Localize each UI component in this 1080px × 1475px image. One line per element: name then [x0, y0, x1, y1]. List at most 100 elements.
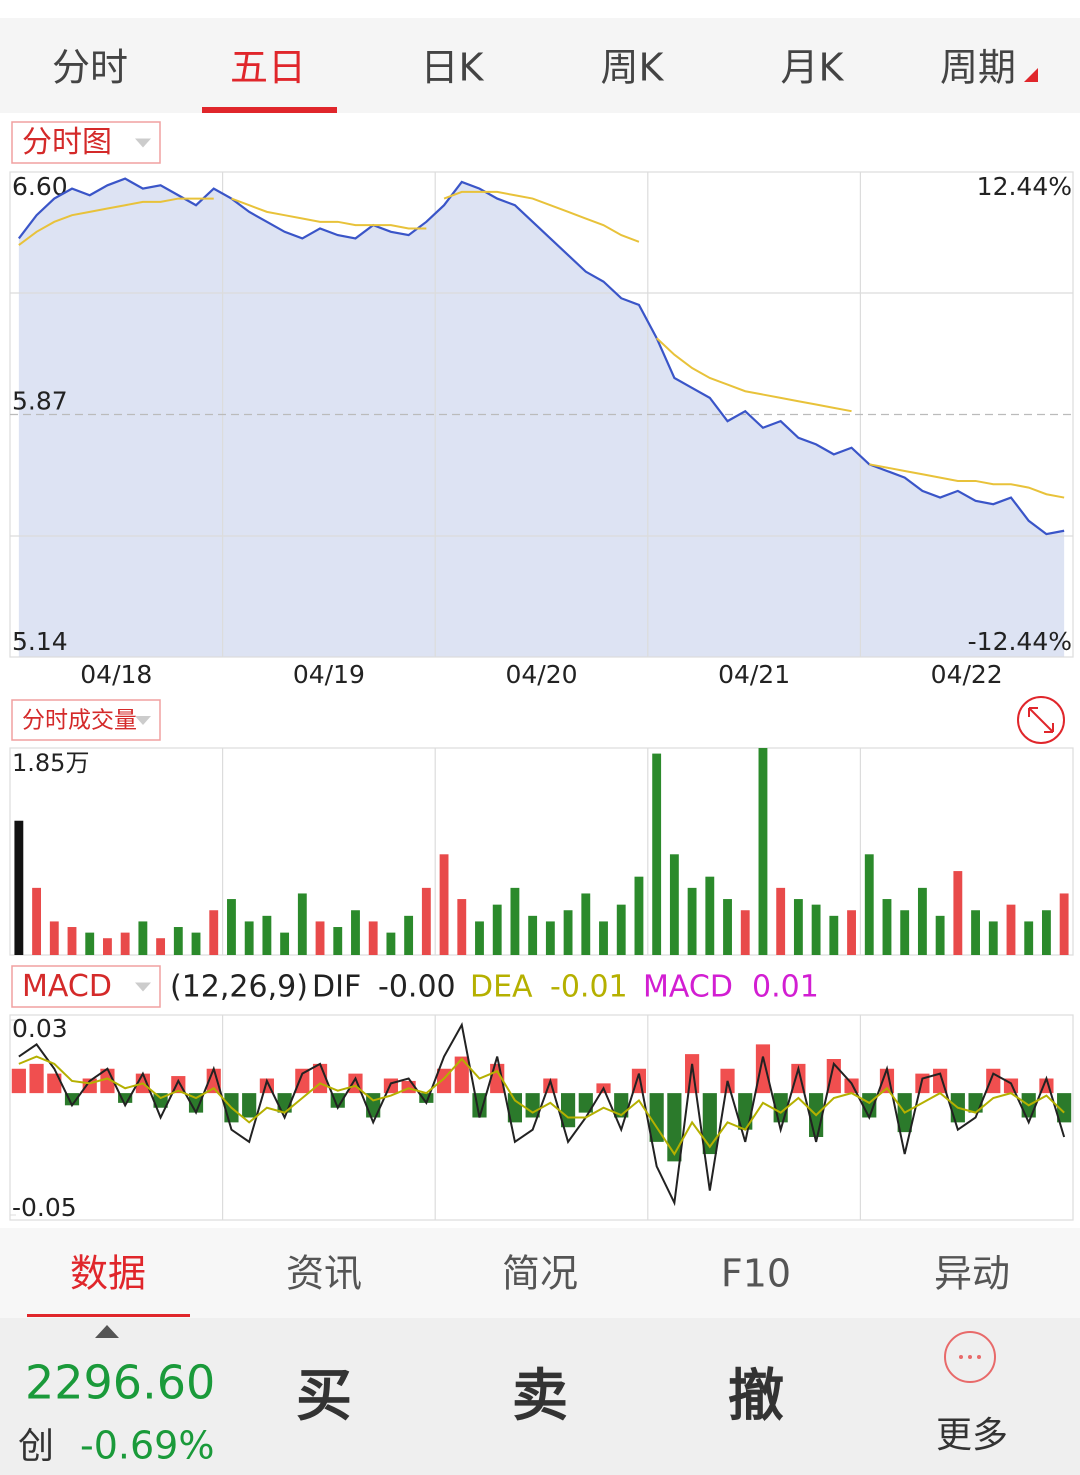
macd-line — [18, 1055, 1065, 1156]
date-label: 04/20 — [505, 660, 577, 689]
y2-tick-label: -12.44% — [968, 627, 1072, 656]
volume-bar — [49, 921, 59, 955]
volume-bar — [244, 921, 254, 955]
volume-bar — [935, 915, 945, 955]
macd-bar — [383, 1078, 398, 1094]
bottom-tab[interactable]: F10 — [721, 1252, 791, 1296]
volume-bar — [421, 887, 431, 955]
volume-bar — [386, 932, 396, 955]
dropdown-label: MACD — [22, 969, 112, 1004]
top-tab[interactable]: 五日 — [230, 46, 306, 90]
top-tab[interactable]: 分时 — [52, 46, 128, 90]
dropdown-arrow — [135, 716, 151, 725]
panel-frame — [9, 1014, 1074, 1221]
volume-bar — [776, 887, 786, 955]
volume-bar — [227, 899, 236, 955]
y2-tick-label: 12.44% — [977, 172, 1072, 201]
more-dot — [977, 1355, 981, 1359]
y-tick-label: 0.03 — [12, 1014, 68, 1043]
macd-bar — [507, 1093, 523, 1123]
expand-button[interactable] — [1017, 696, 1065, 744]
bottom-tab[interactable]: 数据 — [70, 1252, 146, 1296]
volume-bar — [616, 904, 626, 955]
trade-button[interactable]: 买 — [296, 1364, 352, 1429]
bottom-tab[interactable]: 异动 — [934, 1252, 1010, 1296]
average-line — [869, 463, 1065, 499]
collapse-arrow[interactable] — [95, 1325, 119, 1338]
volume-bar — [599, 921, 608, 955]
macd-bar — [11, 1068, 26, 1094]
volume-bar — [634, 876, 644, 955]
more-icon[interactable] — [944, 1331, 996, 1383]
more-label[interactable]: 更多 — [936, 1415, 1008, 1456]
top-tab[interactable]: 周K — [601, 46, 665, 90]
average-line — [18, 197, 214, 246]
volume-bar — [457, 899, 467, 955]
volume-bar — [120, 932, 130, 955]
volume-bar — [333, 927, 343, 955]
macd-bar — [454, 1056, 469, 1094]
dropdown-box[interactable] — [11, 121, 161, 164]
macd-bar — [685, 1054, 700, 1094]
date-label: 04/19 — [293, 660, 365, 689]
dropdown-arrow — [135, 138, 151, 148]
bottom-tab[interactable]: 简况 — [502, 1252, 578, 1296]
dropdown-arrow — [135, 982, 151, 992]
dropdown-box[interactable] — [11, 699, 161, 741]
macd-bar — [29, 1063, 44, 1094]
legend-name: DIF — [312, 970, 361, 1005]
volume-bar — [297, 893, 307, 955]
volume-bar — [953, 871, 963, 955]
volume-bar — [864, 854, 874, 955]
volume-bar — [262, 915, 272, 955]
volume-bar — [723, 899, 732, 955]
macd-bar — [667, 1093, 682, 1162]
macd-line — [18, 1021, 1066, 1207]
legend-name: MACD — [643, 970, 733, 1005]
volume-bar — [847, 910, 856, 955]
volume-bar — [475, 921, 484, 955]
trade-button[interactable]: 撤 — [728, 1364, 784, 1429]
volume-bar — [85, 932, 95, 955]
date-label: 04/18 — [80, 660, 152, 689]
volume-bar — [740, 910, 750, 955]
volume-bar — [971, 910, 980, 955]
volume-bar — [829, 915, 839, 955]
top-tab-bar — [0, 0, 1080, 113]
macd-bar — [649, 1093, 664, 1142]
average-line — [443, 190, 640, 243]
more-dot — [959, 1355, 963, 1359]
macd-bar — [560, 1093, 576, 1128]
volume-bar — [669, 854, 679, 955]
volume-bar — [652, 753, 662, 955]
top-tab[interactable]: 月K — [781, 46, 845, 90]
volume-bar — [1006, 904, 1016, 955]
volume-bar — [191, 932, 201, 955]
legend-value: -0.01 — [550, 970, 628, 1005]
legend-value: 0.01 — [752, 970, 819, 1005]
volume-bar — [811, 904, 821, 955]
volume-bar — [528, 915, 538, 955]
volume-bar — [1024, 921, 1034, 955]
dropdown-label: 分时成交量 — [22, 708, 137, 734]
volume-bar — [705, 876, 715, 955]
trade-button[interactable]: 卖 — [512, 1364, 568, 1429]
volume-bar — [545, 921, 555, 955]
macd-bar — [295, 1068, 310, 1094]
date-label: 04/22 — [931, 660, 1003, 689]
volume-bar — [315, 921, 325, 955]
dropdown-box[interactable] — [11, 965, 161, 1008]
volume-bar — [368, 921, 378, 955]
top-tab[interactable]: 周期 — [940, 46, 1016, 90]
active-tab-underline — [27, 1314, 190, 1317]
y-tick-label: 5.87 — [12, 387, 68, 416]
volume-bar — [67, 927, 77, 955]
volume-bar — [439, 854, 449, 955]
volume-bar — [280, 932, 290, 955]
macd-bar — [242, 1093, 257, 1118]
bottom-tab[interactable]: 资讯 — [286, 1252, 362, 1296]
panel-frame — [9, 747, 1074, 956]
legend-name: DEA — [470, 970, 533, 1005]
volume-bar — [404, 915, 414, 955]
top-tab[interactable]: 日K — [421, 46, 485, 90]
